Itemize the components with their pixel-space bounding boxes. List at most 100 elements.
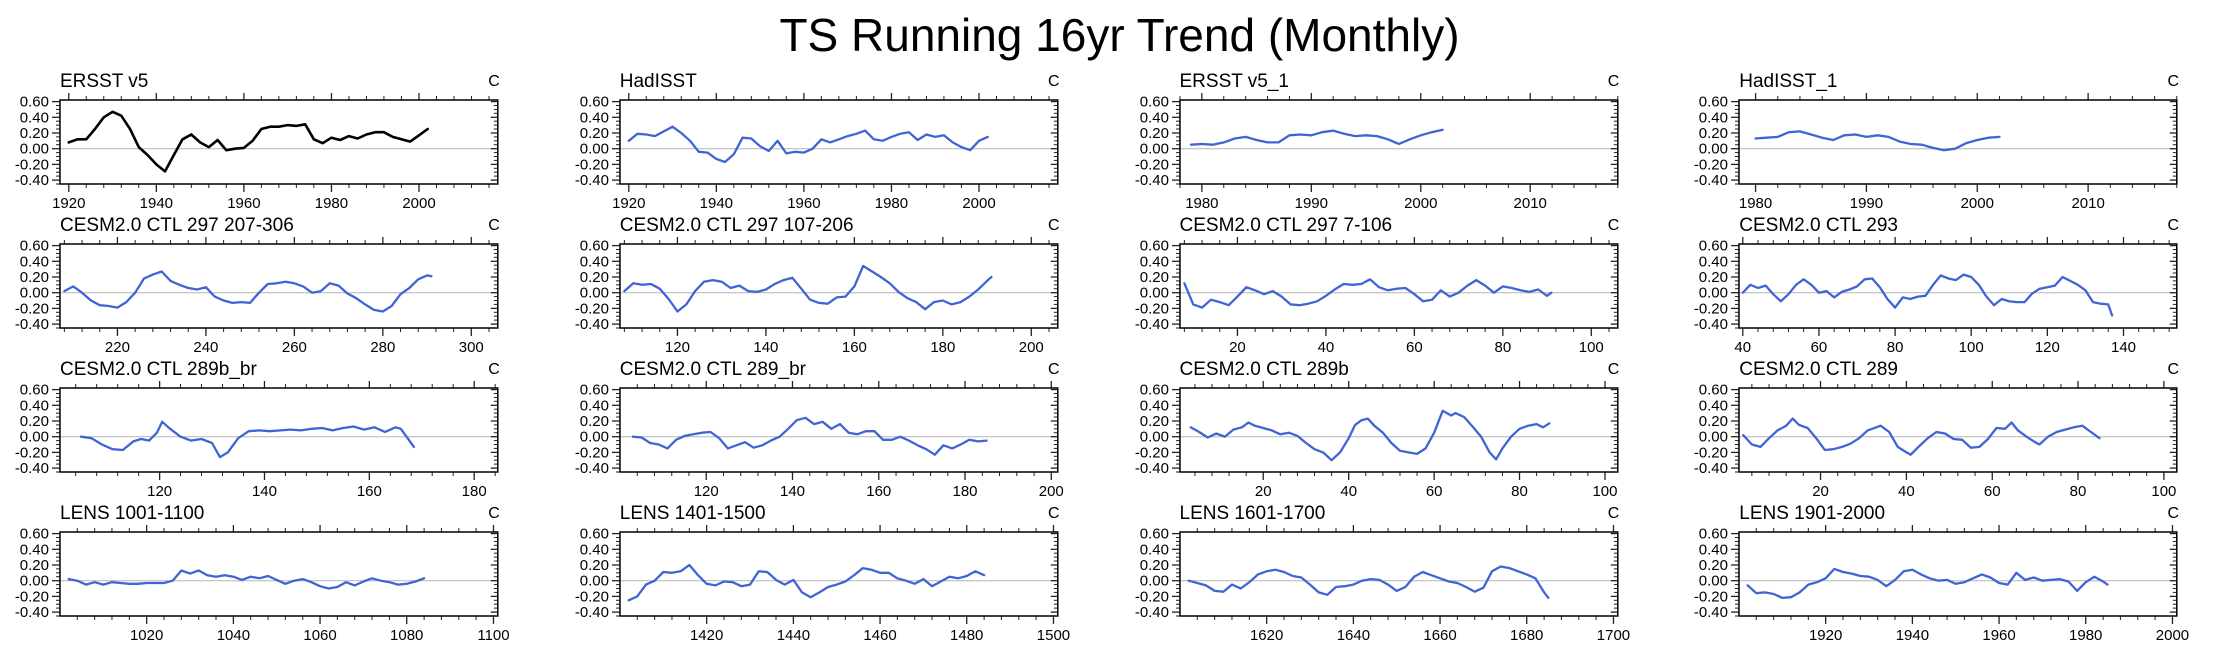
svg-text:300: 300 bbox=[459, 339, 484, 354]
svg-text:1700: 1700 bbox=[1596, 627, 1629, 642]
panel-header: ERSST v5_1 C bbox=[1120, 66, 1680, 92]
panel-ersst-v5: ERSST v5 C 0.60 0.40 0.20 0.00 -0.20 -0.40 192… bbox=[0, 66, 560, 210]
svg-text:0.20: 0.20 bbox=[20, 557, 49, 574]
svg-text:60: 60 bbox=[1406, 339, 1423, 354]
svg-text:-0.40: -0.40 bbox=[575, 604, 609, 621]
trend-line-chart: 0.600.400.200.00-0.20-0.40 1980 1990 2000 20… bbox=[1134, 93, 1619, 210]
svg-text:0.00: 0.00 bbox=[1699, 285, 1728, 302]
panel-header: CESM2.0 CTL 289 C bbox=[1679, 354, 2239, 380]
svg-text:0.20: 0.20 bbox=[1699, 557, 1728, 574]
svg-text:100: 100 bbox=[1592, 483, 1617, 498]
svg-text:0.20: 0.20 bbox=[1699, 269, 1728, 286]
svg-text:80: 80 bbox=[1494, 339, 1511, 354]
svg-text:-0.40: -0.40 bbox=[575, 460, 609, 477]
panel-header: LENS 1401-1500 C bbox=[560, 498, 1120, 524]
unit-label: C bbox=[1607, 361, 1620, 378]
svg-text:-0.40: -0.40 bbox=[15, 316, 49, 333]
panel-title: ERSST v5_1 bbox=[1179, 71, 1289, 92]
trend-line-chart: 0.600.400.200.00-0.20-0.40 120 140 160 180 bbox=[15, 381, 499, 498]
svg-text:0.60: 0.60 bbox=[20, 382, 49, 399]
panel-title: HadISST bbox=[619, 71, 697, 92]
panel-title: CESM2.0 CTL 297 207-306 bbox=[60, 215, 294, 236]
unit-label: C bbox=[1047, 73, 1060, 90]
svg-text:2000: 2000 bbox=[2156, 627, 2189, 642]
svg-text:140: 140 bbox=[252, 483, 277, 498]
panel-title: LENS 1901-2000 bbox=[1739, 503, 1886, 524]
svg-text:100: 100 bbox=[2152, 483, 2177, 498]
svg-text:80: 80 bbox=[1511, 483, 1528, 498]
svg-text:1940: 1940 bbox=[1896, 627, 1929, 642]
svg-text:0.40: 0.40 bbox=[580, 253, 609, 270]
trend-line-chart: 0.600.400.200.00-0.20-0.40 20 40 60 80 100 bbox=[1694, 381, 2178, 498]
panel-lens-1601-1700: LENS 1601-1700 C 0.60 0.40 0.20 0.00 -0.20 -0… bbox=[1120, 498, 1680, 642]
svg-text:0.40: 0.40 bbox=[580, 109, 609, 126]
trend-line-chart: 0.600.400.200.00-0.20-0.40 20 40 60 80 100 bbox=[1134, 381, 1619, 498]
svg-text:40: 40 bbox=[1340, 483, 1357, 498]
panel-header: HadISST_1 C bbox=[1679, 66, 2239, 92]
svg-text:-0.40: -0.40 bbox=[575, 172, 609, 189]
svg-text:1980: 1980 bbox=[315, 195, 348, 210]
panel-hadisst-1: HadISST_1 C 0.60 0.40 0.20 0.00 -0.20 -0.40 19… bbox=[1679, 66, 2239, 210]
svg-text:2000: 2000 bbox=[962, 195, 995, 210]
panel-lens-1401-1500: LENS 1401-1500 C 0.60 0.40 0.20 0.00 -0.20 -0… bbox=[560, 498, 1120, 642]
svg-text:0.40: 0.40 bbox=[1139, 541, 1168, 558]
panel-header: HadISST C bbox=[560, 66, 1120, 92]
panel-header: LENS 1001-1100 C bbox=[0, 498, 560, 524]
svg-text:1980: 1980 bbox=[1185, 195, 1218, 210]
panel-cesm2-ctl-297-107-206: CESM2.0 CTL 297 107-206 C 0.60 0.40 0.20 0.… bbox=[560, 210, 1120, 354]
panel-title: CESM2.0 CTL 289b bbox=[1179, 359, 1349, 380]
svg-text:0.00: 0.00 bbox=[1699, 429, 1728, 446]
svg-text:0.40: 0.40 bbox=[1699, 253, 1728, 270]
unit-label: C bbox=[2167, 217, 2179, 234]
svg-text:0.20: 0.20 bbox=[580, 557, 609, 574]
svg-text:0.60: 0.60 bbox=[20, 238, 49, 255]
svg-text:120: 120 bbox=[147, 483, 172, 498]
panel-title: CESM2.0 CTL 289 bbox=[1739, 359, 1899, 380]
panel-header: LENS 1901-2000 C bbox=[1679, 498, 2239, 524]
svg-text:1100: 1100 bbox=[477, 627, 509, 642]
svg-text:0.00: 0.00 bbox=[20, 429, 49, 446]
svg-text:0.60: 0.60 bbox=[1139, 526, 1168, 543]
panel-title: CESM2.0 CTL 297 7-106 bbox=[1179, 215, 1393, 236]
svg-text:0.00: 0.00 bbox=[20, 573, 49, 590]
svg-text:-0.20: -0.20 bbox=[1134, 156, 1168, 173]
unit-label: C bbox=[2167, 361, 2179, 378]
svg-text:100: 100 bbox=[1959, 339, 1984, 354]
panel-header: LENS 1601-1700 C bbox=[1120, 498, 1680, 524]
svg-text:200: 200 bbox=[1019, 339, 1044, 354]
svg-text:0.60: 0.60 bbox=[1139, 238, 1168, 255]
trend-line-chart: 0.600.400.200.00-0.20-0.40 220 240 260 280 30… bbox=[15, 237, 499, 354]
svg-text:180: 180 bbox=[952, 483, 977, 498]
svg-text:240: 240 bbox=[193, 339, 218, 354]
svg-text:60: 60 bbox=[1425, 483, 1442, 498]
svg-text:0.60: 0.60 bbox=[580, 238, 609, 255]
svg-text:0.60: 0.60 bbox=[580, 94, 609, 111]
svg-text:1920: 1920 bbox=[1809, 627, 1842, 642]
panel-lens-1001-1100: LENS 1001-1100 C 0.60 0.40 0.20 0.00 -0.20 -0… bbox=[0, 498, 560, 642]
svg-text:0.20: 0.20 bbox=[20, 125, 49, 142]
svg-text:0.20: 0.20 bbox=[1139, 269, 1168, 286]
svg-text:1480: 1480 bbox=[950, 627, 983, 642]
svg-text:2000: 2000 bbox=[1404, 195, 1437, 210]
svg-text:40: 40 bbox=[1317, 339, 1334, 354]
panel-cesm2-ctl-293: CESM2.0 CTL 293 C 0.60 0.40 0.20 0.00 -0.20-… bbox=[1679, 210, 2239, 354]
svg-text:-0.20: -0.20 bbox=[575, 444, 609, 461]
svg-text:20: 20 bbox=[1229, 339, 1246, 354]
svg-text:1460: 1460 bbox=[863, 627, 896, 642]
svg-text:-0.40: -0.40 bbox=[15, 604, 49, 621]
svg-text:0.40: 0.40 bbox=[1139, 253, 1168, 270]
svg-text:1920: 1920 bbox=[612, 195, 645, 210]
svg-text:-0.20: -0.20 bbox=[15, 156, 49, 173]
panel-title: CESM2.0 CTL 289_br bbox=[619, 359, 806, 380]
svg-text:0.00: 0.00 bbox=[580, 573, 609, 590]
svg-text:1980: 1980 bbox=[1739, 195, 1772, 210]
svg-text:0.60: 0.60 bbox=[1699, 526, 1728, 543]
svg-text:0.00: 0.00 bbox=[580, 141, 609, 158]
svg-text:1060: 1060 bbox=[303, 627, 336, 642]
svg-text:2000: 2000 bbox=[402, 195, 435, 210]
panel-header: CESM2.0 CTL 297 107-206 C bbox=[560, 210, 1120, 236]
svg-text:-0.20: -0.20 bbox=[1134, 300, 1168, 317]
svg-text:0.20: 0.20 bbox=[20, 413, 49, 430]
svg-text:120: 120 bbox=[665, 339, 690, 354]
